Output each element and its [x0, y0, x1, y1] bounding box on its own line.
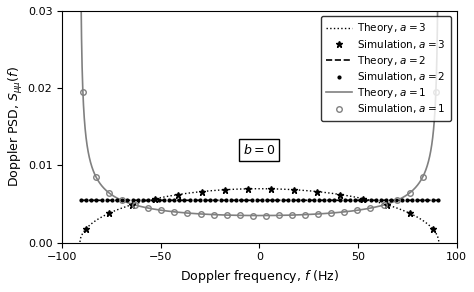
- Y-axis label: Doppler PSD, $S_{\mu\mu}(f)$: Doppler PSD, $S_{\mu\mu}(f)$: [7, 66, 25, 187]
- X-axis label: Doppler frequency, $f$ (Hz): Doppler frequency, $f$ (Hz): [180, 268, 339, 285]
- Text: $b = 0$: $b = 0$: [243, 143, 275, 157]
- Legend: Theory, $a=3$, Simulation, $a=3$, Theory, $a=2$, Simulation, $a=2$, Theory, $a=1: Theory, $a=3$, Simulation, $a=3$, Theory…: [321, 16, 451, 121]
